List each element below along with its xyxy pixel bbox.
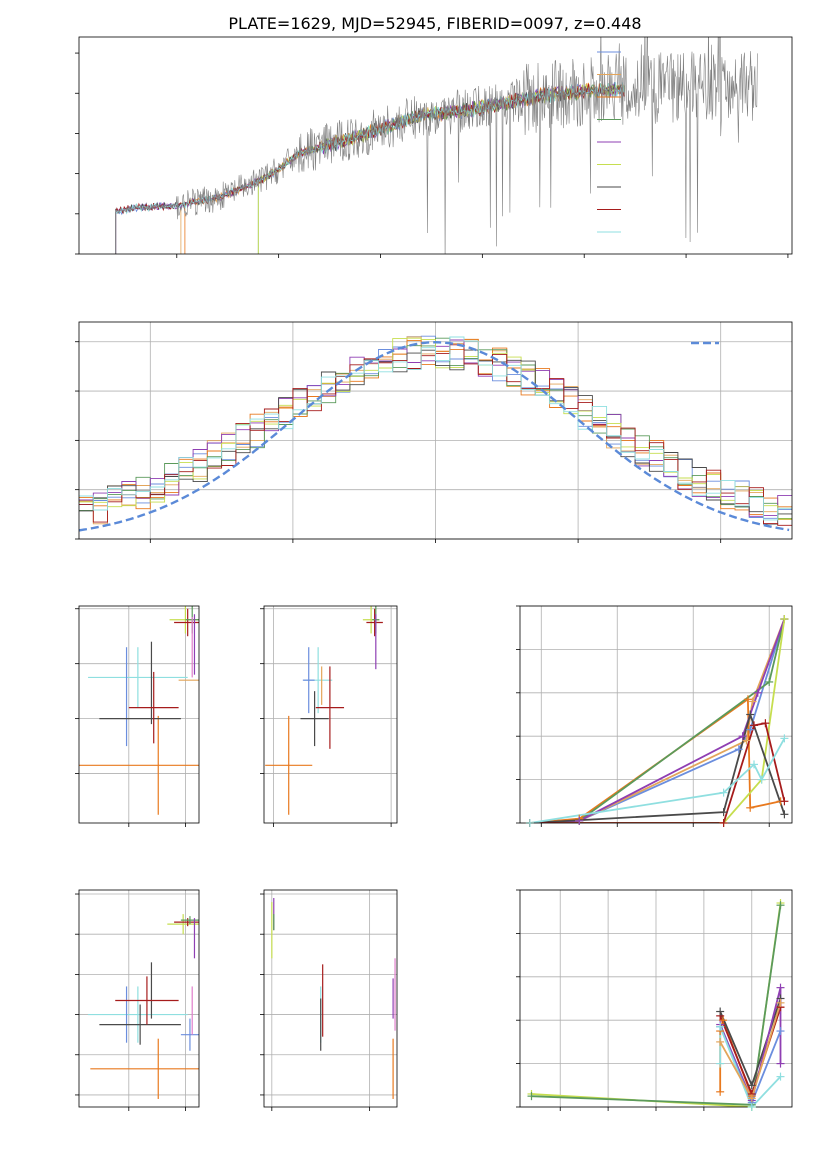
errorbar-point [128, 671, 179, 744]
weight-marker [719, 819, 728, 827]
age-vs-mass-panel [260, 605, 398, 827]
weight-marker [776, 1059, 785, 1068]
weight-line [529, 618, 786, 823]
weight-marker [742, 736, 751, 745]
weight-marker [761, 719, 770, 728]
errorbar-point [265, 715, 313, 815]
plot-area [88, 914, 199, 1099]
weight-marker [746, 710, 755, 719]
weight-marker [746, 725, 755, 734]
weight-marker [776, 1027, 785, 1036]
axes-frame [78, 605, 200, 824]
errorbar-point [366, 608, 383, 637]
errorbar-point [79, 715, 199, 815]
errorbar-point [174, 918, 199, 927]
weight-vs-age-panel [516, 605, 793, 827]
weight-marker [716, 1022, 725, 1031]
model-spectrum [184, 82, 626, 254]
errorbar-point [174, 608, 199, 637]
figure-title: PLATE=1629, MJD=52945, FIBERID=0097, z=0… [228, 14, 641, 33]
errorbar-point [300, 691, 329, 747]
weight-marker [750, 760, 759, 769]
errorbar-point [302, 647, 315, 714]
plot-area [265, 606, 383, 815]
errorbar-point [99, 1004, 181, 1045]
weight-marker [765, 677, 774, 686]
axes-frame [263, 889, 398, 1108]
weight-marker [776, 998, 785, 1007]
observed-spectrum [115, 37, 758, 254]
errorbar-point [115, 976, 179, 1025]
mass-vs-metallicity-panel [75, 889, 200, 1111]
weight-marker [525, 819, 534, 827]
weight-marker [746, 803, 755, 812]
model-spectrum [115, 83, 625, 254]
plot-area [79, 606, 199, 815]
model-spectrum [115, 82, 625, 254]
axes-frame [263, 605, 398, 824]
weight-marker [750, 721, 759, 730]
weight-line [529, 711, 786, 823]
weight-vs-metallicity-panel [516, 889, 793, 1111]
weight-marker [780, 810, 789, 819]
mass-vs-ebv-panel [260, 889, 398, 1111]
residual-histogram [79, 336, 792, 521]
errorbar-point [167, 914, 199, 935]
weight-marker [716, 1087, 725, 1096]
weight-marker [780, 797, 789, 806]
weight-marker [575, 816, 584, 825]
weight-marker [527, 1092, 536, 1101]
age-vs-metallicity-panel [75, 605, 200, 827]
weight-marker [776, 1072, 785, 1081]
weight-marker [719, 808, 728, 817]
weight-marker [747, 1081, 756, 1090]
weight-marker [716, 1059, 725, 1068]
weight-marker [780, 734, 789, 743]
legend [597, 51, 621, 233]
axes-frame [519, 605, 793, 824]
weight-marker [753, 688, 762, 697]
weight-marker [743, 695, 752, 704]
spectrum-panel [75, 36, 793, 258]
weight-marker [716, 1007, 725, 1016]
weight-marker [747, 1103, 756, 1111]
errorbar-point [88, 986, 188, 1043]
weight-marker [748, 697, 757, 706]
errorbar-point [315, 666, 345, 749]
axes-frame [78, 36, 793, 255]
weight-marker [776, 983, 785, 992]
weight-line [719, 998, 782, 1088]
plot-area [271, 898, 396, 1099]
errorbar-point [180, 1018, 199, 1051]
weight-marker [780, 615, 789, 624]
weight-marker [716, 1037, 725, 1046]
residuals-panel [75, 321, 793, 543]
normal-curve [79, 340, 790, 532]
weight-marker [738, 732, 747, 741]
residual-histogram [79, 349, 792, 525]
weight-marker [734, 745, 743, 754]
errorbar-point [90, 1038, 199, 1099]
weight-marker [719, 788, 728, 797]
errorbar-point [88, 647, 188, 708]
weight-marker [757, 775, 766, 784]
errorbar-point [180, 916, 199, 925]
weight-marker [747, 1094, 756, 1103]
model-spectrum [115, 83, 625, 254]
plot-area [115, 37, 758, 254]
axes-frame [78, 889, 200, 1108]
weight-marker [719, 1016, 728, 1025]
model-spectrum [115, 82, 625, 254]
plot-area [79, 335, 792, 532]
weight-marker [776, 901, 785, 910]
model-spectrum [115, 83, 625, 254]
residual-histogram [79, 335, 792, 519]
